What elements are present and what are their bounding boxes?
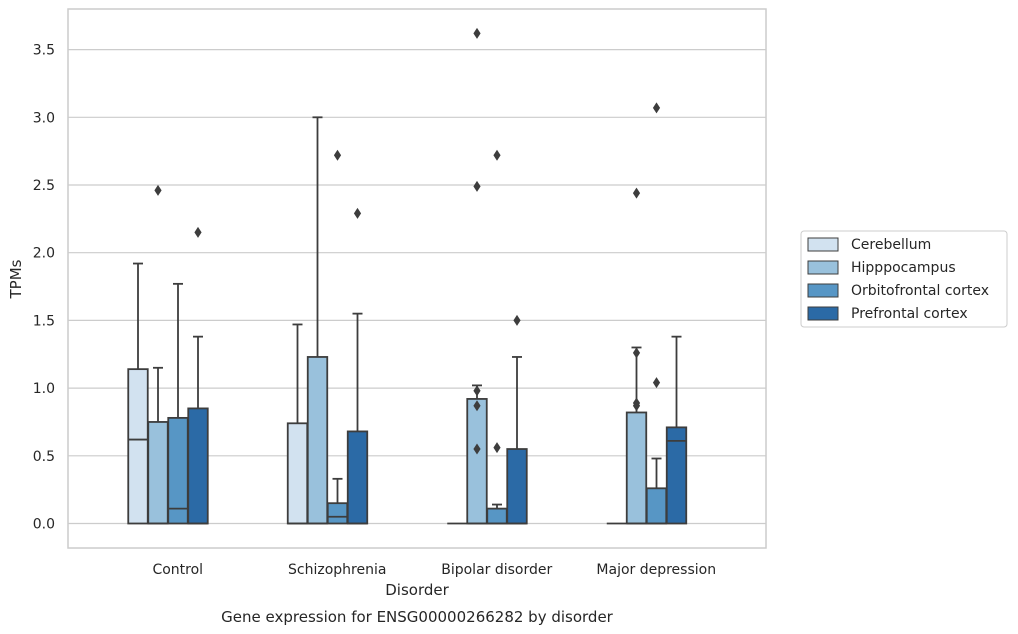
outlier-point (652, 377, 661, 389)
legend-label: Cerebellum (851, 237, 931, 253)
y-tick-label: 0.5 (33, 449, 55, 465)
box-group (346, 207, 369, 525)
box-body (506, 448, 528, 525)
box-group (167, 282, 189, 525)
box-body (346, 430, 369, 525)
box-body (187, 407, 209, 525)
outlier-point (353, 207, 362, 219)
box-body (127, 368, 149, 525)
outlier-point (652, 102, 661, 114)
box-body (625, 411, 648, 525)
legend-swatch (807, 306, 839, 321)
box-group (486, 149, 508, 525)
outlier-point (473, 27, 481, 39)
outlier-point (493, 442, 501, 454)
outlier-point (473, 385, 481, 397)
outlier-point (333, 149, 342, 161)
legend-label: Prefrontal cortex (851, 306, 968, 322)
box-group (306, 116, 329, 525)
outlier-point (473, 400, 481, 412)
box-group (625, 187, 648, 525)
box-body (645, 487, 668, 525)
legend-swatch (807, 283, 839, 298)
y-tick-labels: 0.0 0.5 1.0 1.5 2.0 2.5 3.0 3.5 (33, 43, 55, 533)
x-tick-label: Schizophrenia (288, 562, 386, 578)
y-tick-label: 3.5 (33, 43, 55, 59)
legend: Cerebellum Hipppocampus Orbitofrontal cort… (800, 230, 1008, 328)
x-axis-title: Disorder (385, 581, 449, 599)
legend-frame (800, 230, 1008, 328)
x-tick-labels: Control Schizophrenia Bipolar disorder Majo… (152, 562, 716, 578)
box-group (127, 262, 149, 525)
box-body (665, 426, 688, 525)
box-group (506, 314, 528, 525)
legend-items: Cerebellum Hipppocampus Orbitofrontal cort… (807, 237, 989, 322)
y-tick-label: 0.0 (33, 517, 55, 533)
plot-frame (67, 8, 767, 549)
legend-swatch (807, 260, 839, 275)
box-group (645, 102, 668, 525)
box-body (466, 398, 488, 525)
outlier-point (493, 149, 501, 161)
y-axis-title: TPMs (7, 259, 25, 299)
y-tick-label: 2.5 (33, 178, 55, 194)
outlier-point (194, 226, 202, 238)
box-group (326, 149, 349, 525)
box-group (187, 226, 209, 525)
x-tick-label: Bipolar disorder (441, 562, 552, 578)
y-tick-label: 2.0 (33, 246, 55, 262)
box-body (326, 502, 349, 525)
box-body (147, 421, 169, 525)
outlier-point (473, 180, 481, 192)
x-tick-label: Control (152, 562, 203, 578)
box-body (486, 507, 508, 525)
box-body (286, 422, 309, 525)
y-tick-label: 1.5 (33, 313, 55, 329)
outlier-point (632, 187, 641, 199)
y-tick-label: 1.0 (33, 381, 55, 397)
legend-label: Orbitofrontal cortex (851, 283, 989, 299)
outlier-point (632, 400, 641, 412)
box-group (147, 184, 169, 525)
y-tick-label: 3.0 (33, 110, 55, 126)
box-body (306, 356, 329, 525)
chart-caption: Gene expression for ENSG00000266282 by d… (221, 608, 614, 626)
legend-label: Hipppocampus (851, 260, 956, 276)
x-tick-label: Major depression (596, 562, 716, 578)
outlier-point (473, 443, 481, 455)
box-layer (127, 27, 688, 525)
box-group (665, 335, 688, 525)
box-group (466, 27, 488, 525)
box-group (286, 323, 309, 525)
outlier-point (513, 314, 521, 326)
legend-swatch (807, 237, 839, 252)
box-body (167, 416, 189, 525)
outlier-point (632, 347, 641, 359)
outlier-point (154, 184, 162, 196)
